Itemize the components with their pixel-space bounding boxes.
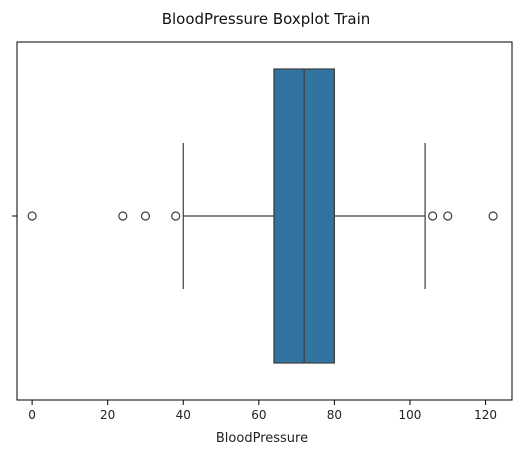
outlier-group [27,211,498,221]
outlier-point [140,211,151,221]
x-tick-label: 80 [327,408,342,422]
outlier-point [27,211,37,221]
x-tick-label: 120 [474,408,497,422]
outlier-point [443,211,453,221]
box-group [182,68,426,364]
outlier-point [118,211,128,221]
outlier-point [171,211,181,221]
x-tick-label: 100 [399,408,422,422]
x-axis-ticks: 0 20 40 60 80 100 120 [28,400,497,422]
outlier-point [488,211,498,221]
plot-area-frame [16,41,513,401]
x-tick-label: 20 [100,408,115,422]
x-tick-label: 40 [176,408,191,422]
x-axis-label: BloodPressure [216,431,308,446]
chart-title: BloodPressure Boxplot Train [162,10,371,28]
outlier-point [428,211,438,221]
x-tick-label: 0 [28,408,36,422]
x-tick-label: 60 [251,408,266,422]
